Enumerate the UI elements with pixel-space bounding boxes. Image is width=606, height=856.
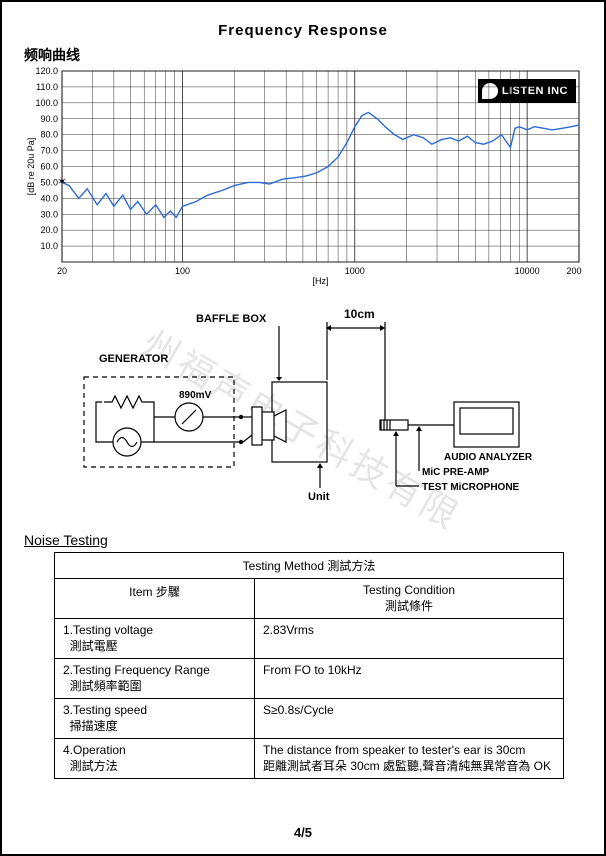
table-cell-condition: The distance from speaker to tester's ea…	[255, 739, 564, 779]
svg-text:MiC PRE-AMP: MiC PRE-AMP	[422, 467, 490, 478]
svg-text:10cm: 10cm	[344, 307, 375, 321]
svg-text:50.0: 50.0	[40, 177, 58, 187]
svg-text:Unit: Unit	[308, 491, 330, 503]
noise-testing-title: Noise Testing	[24, 532, 582, 548]
frequency-response-chart: LISTEN INC 10.020.030.040.050.060.070.08…	[24, 67, 582, 287]
table-cell-item: 4.Operation 測試方法	[55, 739, 255, 779]
svg-text:70.0: 70.0	[40, 146, 58, 156]
page-title: Frequency Response	[24, 22, 582, 39]
svg-text:40.0: 40.0	[40, 193, 58, 203]
table-cell-condition: 2.83Vrms	[255, 619, 564, 659]
table-cell-condition: From FO to 10kHz	[255, 659, 564, 699]
svg-text:10000: 10000	[515, 266, 540, 276]
noise-testing-table: Testing Method 測試方法 Item 步驟 Testing Cond…	[54, 552, 564, 779]
table-cell-item: 2.Testing Frequency Range 測試頻率範圍	[55, 659, 255, 699]
svg-text:✶: ✶	[57, 174, 67, 188]
svg-text:30.0: 30.0	[40, 209, 58, 219]
svg-text:20: 20	[57, 266, 67, 276]
table-header-condition: Testing Condition 測試條件	[255, 579, 564, 619]
svg-text:BAFFLE BOX: BAFFLE BOX	[196, 313, 267, 325]
svg-text:[Hz]: [Hz]	[312, 276, 328, 286]
svg-text:1000: 1000	[345, 266, 365, 276]
svg-text:100: 100	[175, 266, 190, 276]
svg-text:20.0: 20.0	[40, 225, 58, 235]
svg-text:20000: 20000	[566, 266, 582, 276]
svg-text:890mV: 890mV	[179, 390, 212, 401]
page-number: 4/5	[2, 825, 604, 840]
table-cell-item: 1.Testing voltage 測試電壓	[55, 619, 255, 659]
svg-text:10.0: 10.0	[40, 241, 58, 251]
svg-text:AUDIO ANALYZER: AUDIO ANALYZER	[444, 452, 533, 463]
table-cell-condition: S≥0.8s/Cycle	[255, 699, 564, 739]
svg-text:120.0: 120.0	[35, 67, 58, 76]
svg-text:60.0: 60.0	[40, 162, 58, 172]
test-setup-diagram: GENERATOR 890mV BAFFLE BOX Unit 10cm AUDIO AN…	[24, 302, 582, 522]
svg-text:GENERATOR: GENERATOR	[99, 353, 168, 365]
svg-text:100.0: 100.0	[35, 98, 58, 108]
table-cell-item: 3.Testing speed 掃描速度	[55, 699, 255, 739]
svg-text:90.0: 90.0	[40, 114, 58, 124]
svg-text:TEST MiCROPHONE: TEST MiCROPHONE	[422, 482, 520, 493]
svg-text:110.0: 110.0	[36, 82, 58, 92]
table-header-method: Testing Method 測試方法	[55, 553, 564, 579]
svg-text:[dB re 20u Pa]: [dB re 20u Pa]	[26, 138, 36, 196]
chart-subtitle: 频响曲线	[24, 45, 582, 65]
table-header-item: Item 步驟	[55, 579, 255, 619]
svg-text:80.0: 80.0	[40, 130, 58, 140]
